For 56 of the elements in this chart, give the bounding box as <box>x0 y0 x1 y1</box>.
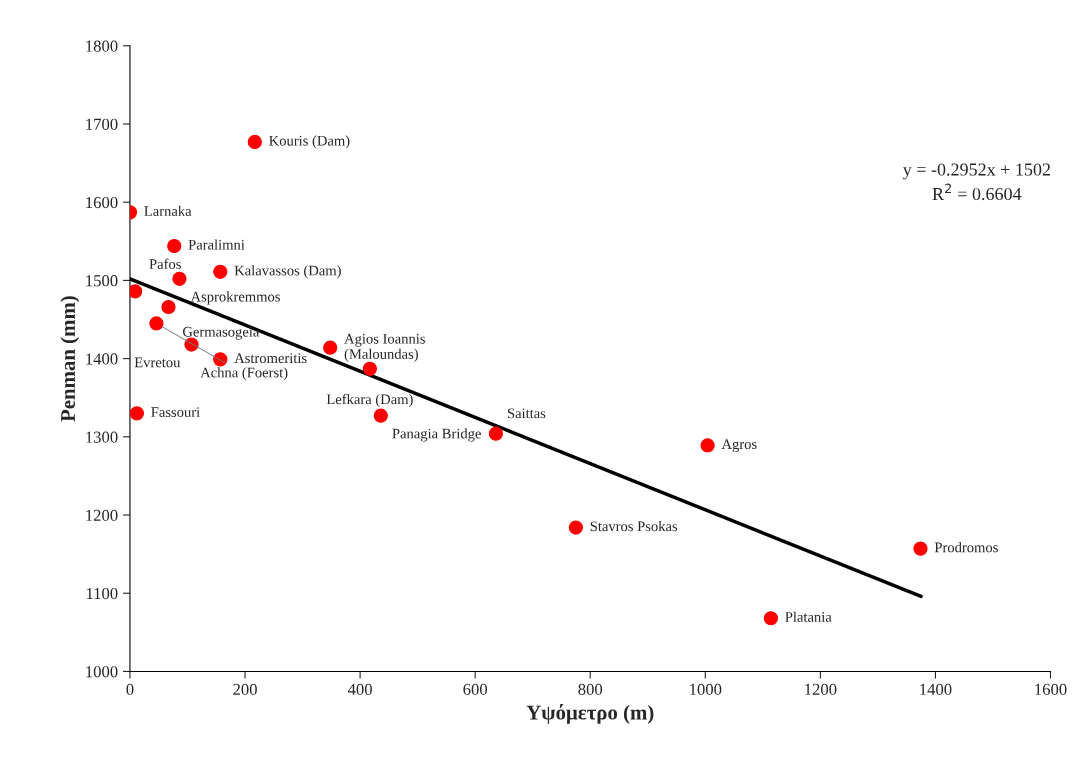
point <box>700 438 715 453</box>
y-tick-label: 1400 <box>86 353 118 365</box>
annotation: Agios Ioannis (Maloundas) <box>344 333 425 362</box>
annotation: Achna (Foerst) <box>200 367 288 381</box>
annotation: Larnaka <box>144 205 192 217</box>
annotation: Stavros Psokas <box>590 520 678 532</box>
annotation: Platania <box>785 611 832 622</box>
point <box>149 316 164 331</box>
annotation: Panagia Bridge <box>392 428 481 442</box>
y-axis-title: Penman (mm) <box>60 296 80 422</box>
x-tick-label: 0 <box>126 683 134 695</box>
x-tick-label: 1000 <box>690 683 722 695</box>
y-tick-label: 1700 <box>86 118 118 130</box>
annotation: Evretou <box>134 357 181 368</box>
y-tick-label: 1000 <box>86 666 118 678</box>
point <box>488 426 503 441</box>
x-tick-label: 200 <box>233 683 257 695</box>
annotation: Paralimni <box>188 239 245 250</box>
x-axis-title: Υψόμετρο (m) <box>526 703 654 724</box>
annotation: Prodromos <box>934 542 998 553</box>
x-tick-label: 1400 <box>920 683 952 695</box>
annotation: Kouris (Dam) <box>269 135 350 149</box>
annotation: Pafos <box>149 258 181 269</box>
point <box>373 408 388 423</box>
x-tick-label: 800 <box>578 683 603 695</box>
point <box>213 264 228 279</box>
point <box>129 406 144 421</box>
point <box>568 520 583 535</box>
annotation: Asprokremmos <box>190 291 280 305</box>
x-tick-label: 400 <box>347 683 372 695</box>
x-tick-label: 600 <box>463 683 488 695</box>
annotation: Fassouri <box>151 407 200 418</box>
annotation: Lefkara (Dam) <box>326 393 413 408</box>
point <box>247 134 262 150</box>
point <box>913 541 928 556</box>
point <box>161 299 176 315</box>
y-tick-label: 1500 <box>86 275 118 287</box>
y-tick-label: 1600 <box>86 196 118 209</box>
annotation: Kalavassos (Dam) <box>234 265 341 279</box>
point <box>129 284 143 299</box>
y-tick-label: 1100 <box>86 587 118 600</box>
annotation: Astromeritis <box>234 353 307 364</box>
point <box>167 238 182 254</box>
annotation: Agros <box>721 439 757 453</box>
y-tick-label: 1800 <box>86 40 118 52</box>
x-tick-label: 1600 <box>1035 683 1067 695</box>
annotation: Germasogeia <box>183 326 260 340</box>
y-tick-label: 1200 <box>86 509 118 521</box>
annotation: Saittas <box>507 408 546 419</box>
point <box>362 361 377 376</box>
annotation: y = -0.2952x + 1502 R$^{2}$ = 0.6604 <box>902 163 1050 201</box>
point <box>172 271 187 286</box>
x-tick-label: 1200 <box>805 683 837 695</box>
y-tick-label: 1300 <box>86 431 118 443</box>
point <box>763 611 779 626</box>
point <box>323 340 338 355</box>
